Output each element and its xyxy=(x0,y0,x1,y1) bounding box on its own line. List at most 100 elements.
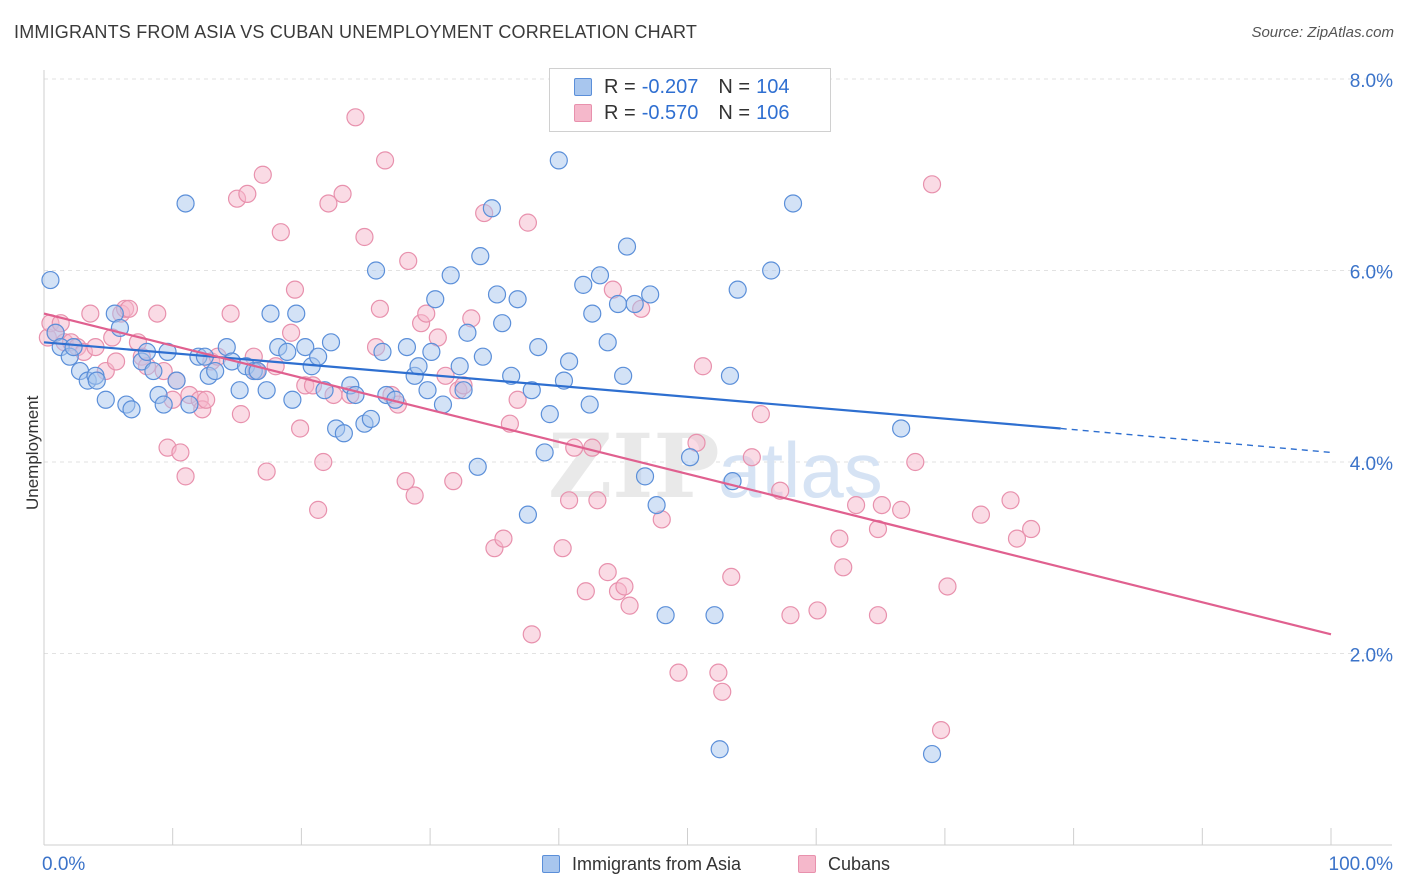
data-point-cubans xyxy=(868,606,888,625)
legend: R = -0.207 N = 104 R = -0.570 N = 106 xyxy=(549,68,831,132)
data-point-cubans xyxy=(938,577,957,596)
x-tick-label: 0.0% xyxy=(42,854,85,875)
data-point-cubans xyxy=(231,405,251,424)
data-point-cubans xyxy=(518,213,538,232)
bottom-legend-asia: Immigrants from Asia xyxy=(542,852,741,876)
data-point-cubans xyxy=(722,567,741,587)
data-point-asia xyxy=(680,448,700,467)
data-point-asia xyxy=(206,361,225,381)
data-point-cubans xyxy=(221,304,240,323)
data-point-cubans xyxy=(713,682,732,701)
data-point-asia xyxy=(278,342,297,361)
data-point-cubans xyxy=(106,352,126,371)
data-point-asia xyxy=(522,381,541,400)
data-point-cubans xyxy=(576,582,595,601)
data-point-cubans xyxy=(375,151,395,170)
data-point-asia xyxy=(441,266,460,285)
data-point-cubans xyxy=(693,357,713,376)
data-point-asia xyxy=(180,395,199,414)
data-point-cubans xyxy=(751,405,770,424)
data-point-asia xyxy=(762,261,781,280)
data-point-cubans xyxy=(922,175,942,194)
data-point-asia xyxy=(321,333,341,352)
data-point-asia xyxy=(471,247,490,266)
data-point-cubans xyxy=(669,663,688,682)
data-point-asia xyxy=(334,424,353,443)
data-point-cubans xyxy=(522,625,541,644)
data-point-cubans xyxy=(309,500,328,519)
data-point-cubans xyxy=(171,443,190,462)
data-point-cubans xyxy=(1022,519,1041,539)
data-point-cubans xyxy=(314,452,333,472)
data-point-cubans xyxy=(553,539,572,558)
data-point-asia xyxy=(614,366,633,385)
data-point-cubans xyxy=(931,720,951,740)
y-tick-label: 6.0% xyxy=(1350,263,1393,284)
data-point-asia xyxy=(583,304,602,323)
bottom-legend-swatch-cubans xyxy=(798,855,816,873)
data-point-cubans xyxy=(598,563,617,582)
data-point-asia xyxy=(487,285,507,304)
data-point-asia xyxy=(590,266,610,285)
data-point-asia xyxy=(720,366,740,385)
data-point-cubans xyxy=(830,529,849,548)
data-point-asia xyxy=(296,338,315,357)
data-point-cubans xyxy=(197,390,216,409)
data-point-asia xyxy=(287,304,306,323)
data-point-cubans xyxy=(846,495,866,515)
data-point-asia xyxy=(144,361,163,381)
data-point-asia xyxy=(482,199,501,218)
data-point-cubans xyxy=(615,577,634,596)
data-point-cubans xyxy=(559,491,579,510)
data-point-asia xyxy=(540,405,559,424)
data-point-asia xyxy=(617,237,637,256)
data-point-asia xyxy=(468,457,487,476)
gridlines xyxy=(44,78,1392,654)
data-point-asia xyxy=(261,304,280,323)
axes xyxy=(43,70,1392,846)
data-point-cubans xyxy=(1001,491,1020,510)
data-point-cubans xyxy=(285,280,305,299)
data-point-asia xyxy=(309,347,328,366)
data-point-asia xyxy=(373,342,392,361)
data-point-cubans xyxy=(892,500,911,519)
data-point-asia xyxy=(257,381,276,400)
x-tick-labels: 0.0% 100.0% xyxy=(42,854,1393,875)
data-point-cubans xyxy=(257,462,276,481)
data-point-asia xyxy=(426,290,445,309)
data-point-asia xyxy=(580,395,599,414)
legend-row-asia: R = -0.207 N = 104 xyxy=(574,74,789,100)
data-point-cubans xyxy=(834,558,853,577)
data-point-cubans xyxy=(333,184,352,203)
source-label: Source: ZipAtlas.com xyxy=(1251,24,1394,41)
data-point-cubans xyxy=(81,304,100,323)
y-tick-labels: 2.0% 4.0% 6.0% 8.0% xyxy=(1350,71,1393,667)
data-point-asia xyxy=(87,371,106,390)
data-point-asia xyxy=(625,294,644,314)
data-point-asia xyxy=(598,333,617,352)
data-point-asia xyxy=(554,371,574,390)
data-point-asia xyxy=(366,261,386,280)
trend-line-asia-extension xyxy=(1060,427,1332,454)
data-point-asia xyxy=(64,338,83,357)
data-point-asia xyxy=(549,151,568,170)
data-point-asia xyxy=(783,194,803,213)
legend-n-value: 104 xyxy=(756,75,790,98)
data-point-asia xyxy=(502,366,521,385)
data-point-asia xyxy=(728,280,747,299)
data-point-asia xyxy=(635,467,655,486)
data-point-cubans xyxy=(742,448,761,467)
data-point-cubans xyxy=(253,165,272,184)
data-point-cubans xyxy=(1007,529,1027,548)
data-point-asia xyxy=(418,381,437,400)
data-point-cubans xyxy=(238,184,257,203)
data-point-cubans xyxy=(906,452,925,472)
data-point-cubans xyxy=(808,601,827,620)
data-point-asia xyxy=(641,285,660,304)
data-point-cubans xyxy=(971,505,991,524)
data-point-asia xyxy=(458,323,477,342)
chart-title: IMMIGRANTS FROM ASIA VS CUBAN UNEMPLOYME… xyxy=(14,22,698,42)
data-point-cubans xyxy=(417,304,436,323)
legend-n-label: N = xyxy=(718,101,751,124)
